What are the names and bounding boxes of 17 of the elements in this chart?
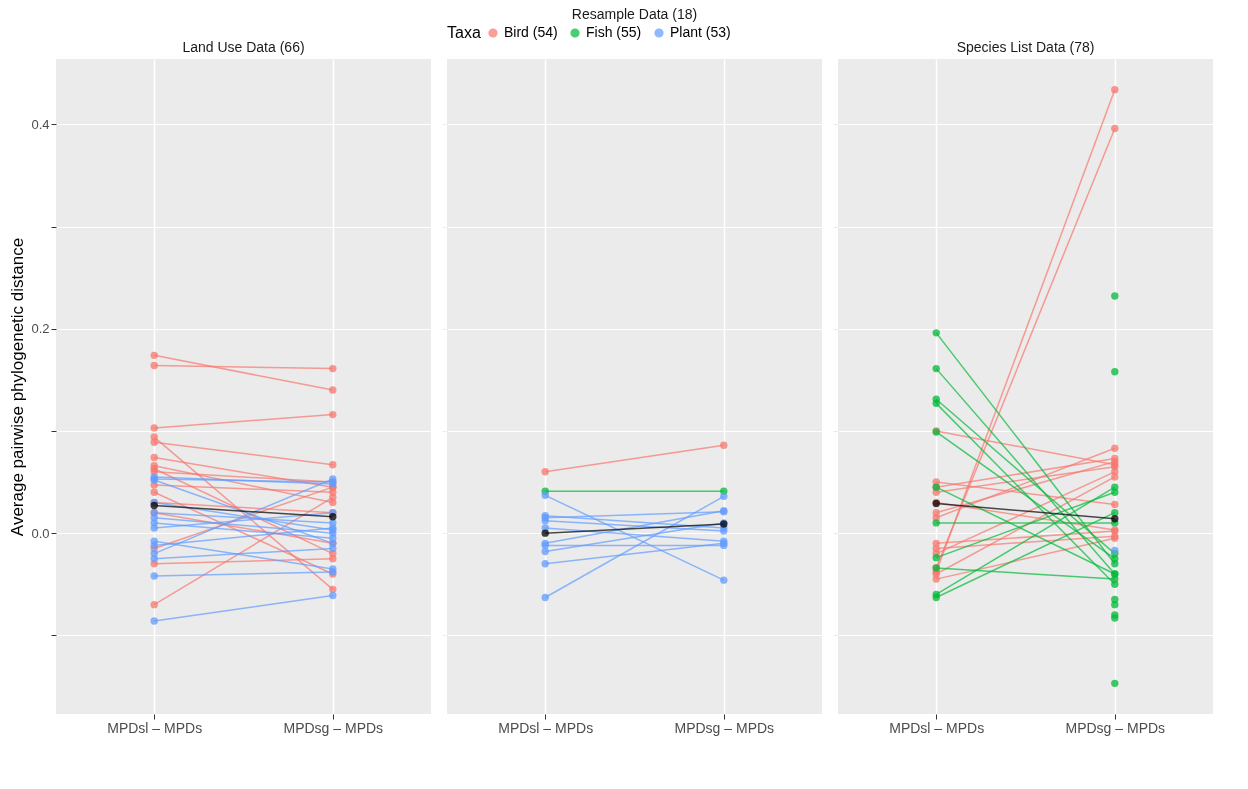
legend-title: Taxa [447, 24, 481, 41]
x-tick-label: MPDsg – MPDs [283, 719, 384, 736]
x-tick-label: MPDsg – MPDs [674, 719, 775, 736]
y-tick-label: 0.2 [31, 321, 50, 337]
y-axis-title: Average pairwise phylogenetic distance [8, 237, 28, 537]
y-tick-label: 0.4 [31, 116, 50, 132]
x-tick-label: MPDsg – MPDs [1065, 719, 1166, 736]
x-tick-label: MPDsl – MPDs [889, 719, 985, 736]
chart-title: Species List Data (78) [956, 39, 1095, 55]
legend-label: Plant (53) [670, 24, 731, 40]
y-tick-label: 0.0 [31, 525, 50, 541]
chart-title: Land Use Data (66) [182, 39, 305, 55]
legend-label: Fish (55) [586, 24, 642, 40]
x-tick-label: MPDsl – MPDs [107, 719, 203, 736]
legend-label: Bird (54) [504, 24, 558, 40]
x-tick-label: MPDsl – MPDs [498, 719, 594, 736]
chart-title: Resample Data (18) [571, 6, 698, 22]
